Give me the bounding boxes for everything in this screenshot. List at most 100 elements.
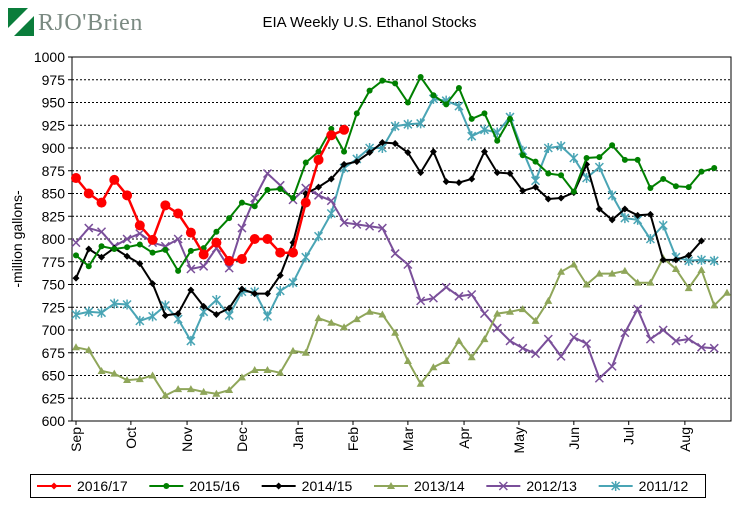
data-point — [71, 238, 81, 248]
data-point — [608, 269, 617, 277]
data-point — [545, 170, 552, 177]
data-point — [428, 293, 438, 303]
data-point — [110, 369, 119, 377]
data-point — [506, 169, 514, 177]
y-tick-label: 725 — [42, 299, 66, 315]
data-point — [262, 168, 273, 179]
data-point — [390, 249, 400, 259]
data-point — [263, 290, 271, 298]
data-point — [620, 213, 630, 224]
data-point — [390, 121, 400, 132]
data-point — [582, 339, 592, 349]
data-point — [313, 154, 324, 165]
data-point — [595, 269, 604, 277]
data-point — [569, 260, 578, 268]
data-point — [236, 254, 247, 265]
data-point — [185, 227, 196, 238]
data-point — [404, 149, 412, 157]
data-point — [186, 264, 196, 274]
data-point — [136, 260, 144, 268]
data-point — [123, 252, 131, 260]
data-point — [187, 286, 195, 294]
data-point — [250, 366, 259, 374]
data-point — [109, 174, 120, 185]
data-point — [251, 203, 258, 210]
data-point — [392, 80, 399, 87]
data-point — [148, 311, 158, 322]
data-point — [417, 74, 424, 81]
data-point — [443, 101, 450, 108]
data-point — [250, 193, 260, 203]
data-point — [161, 311, 169, 319]
brand-name: RJO'Brien — [38, 10, 143, 36]
data-point — [609, 142, 616, 149]
data-point — [238, 285, 246, 293]
data-point — [123, 376, 132, 384]
x-tick-label: May — [511, 427, 527, 453]
data-point — [530, 349, 541, 359]
data-point — [467, 131, 477, 142]
data-point — [212, 389, 221, 397]
data-point — [455, 84, 462, 91]
data-point — [621, 156, 628, 163]
x-tick-label: Jan — [290, 427, 306, 450]
data-point — [531, 316, 540, 324]
data-point — [341, 148, 348, 155]
data-point — [212, 311, 220, 319]
y-tick-label: 850 — [42, 186, 66, 202]
data-point — [109, 298, 119, 309]
data-point — [378, 139, 386, 147]
data-point — [122, 299, 132, 310]
data-point — [174, 385, 183, 393]
data-point — [122, 190, 133, 201]
data-point — [659, 256, 667, 264]
data-point — [211, 294, 221, 305]
data-point — [518, 343, 528, 353]
data-point — [122, 234, 132, 244]
data-point — [249, 234, 260, 244]
data-point — [634, 211, 642, 219]
data-point — [594, 373, 604, 383]
data-point — [646, 210, 654, 218]
data-point — [97, 366, 106, 374]
data-point — [711, 165, 718, 172]
series-2014-15 — [72, 139, 705, 319]
data-point — [224, 255, 235, 266]
data-point — [136, 241, 143, 248]
data-point — [237, 373, 246, 381]
data-point — [493, 169, 501, 177]
data-point — [301, 252, 311, 263]
data-point — [544, 296, 553, 304]
data-point — [441, 282, 451, 292]
data-point — [237, 223, 247, 233]
data-point — [84, 346, 93, 354]
data-point — [225, 304, 233, 312]
data-point — [50, 482, 58, 490]
x-tick-label: Apr — [456, 427, 472, 449]
data-point — [315, 148, 322, 155]
data-point — [429, 148, 437, 156]
data-point — [647, 185, 654, 192]
data-point — [697, 265, 706, 273]
series-2013-14 — [72, 254, 731, 399]
data-point — [199, 387, 208, 395]
data-point — [480, 335, 489, 343]
y-tick-label: 650 — [42, 368, 66, 384]
data-point — [72, 343, 80, 351]
data-point — [213, 228, 220, 235]
data-point — [723, 288, 731, 296]
data-point — [85, 263, 92, 270]
data-point — [379, 77, 386, 84]
data-point — [467, 353, 476, 361]
data-point — [696, 254, 707, 265]
data-point — [147, 234, 158, 245]
data-point — [454, 101, 464, 112]
y-tick-label: 700 — [42, 322, 66, 338]
data-point — [263, 366, 272, 374]
data-point — [480, 148, 488, 156]
y-tick-label: 975 — [42, 72, 66, 88]
data-point — [442, 356, 451, 364]
data-point — [149, 280, 157, 288]
legend-item: 2011/12 — [598, 478, 688, 494]
data-point — [275, 285, 285, 296]
